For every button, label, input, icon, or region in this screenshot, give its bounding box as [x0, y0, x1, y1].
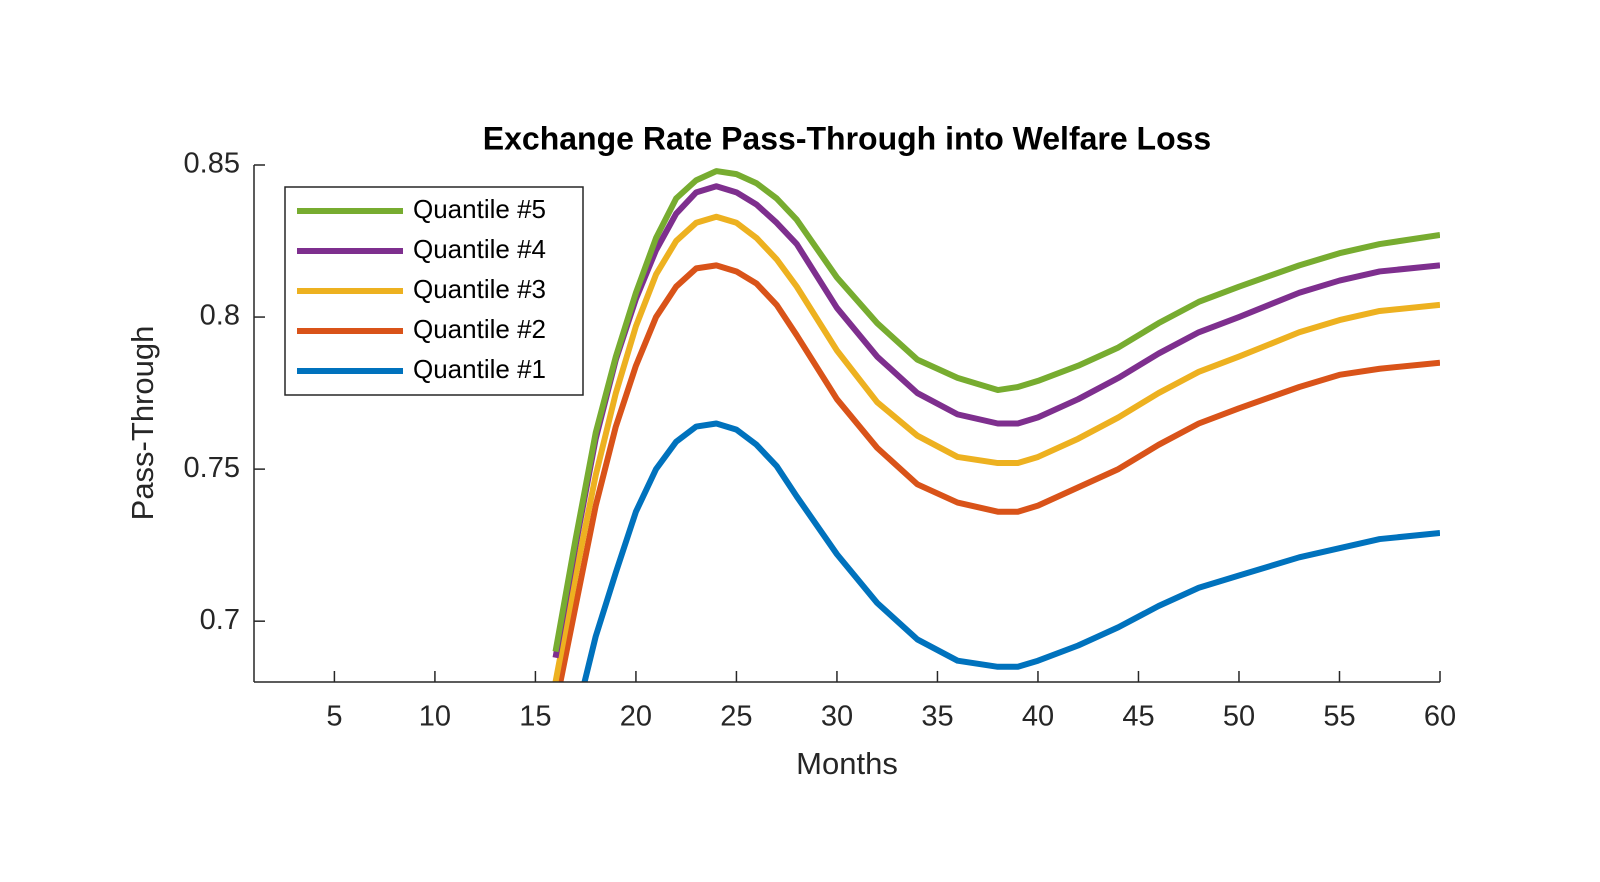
series-line	[556, 171, 1440, 652]
x-tick-label: 10	[419, 701, 451, 733]
x-tick-label: 30	[821, 701, 853, 733]
series-line	[556, 217, 1440, 682]
series-line	[556, 186, 1440, 657]
x-tick-label: 55	[1323, 701, 1355, 733]
legend-label: Quantile #3	[413, 274, 546, 304]
legend-label: Quantile #1	[413, 354, 546, 384]
y-tick-label: 0.8	[200, 300, 240, 332]
y-tick-label: 0.7	[200, 604, 240, 636]
series-line	[556, 424, 1440, 804]
x-tick-label: 60	[1424, 701, 1456, 733]
y-tick-label: 0.75	[184, 452, 240, 484]
y-axis-label: Pass-Through	[125, 326, 160, 521]
x-tick-label: 5	[326, 701, 342, 733]
plot-area	[556, 171, 1440, 804]
x-axis-label: Months	[796, 746, 898, 781]
legend-label: Quantile #5	[413, 194, 546, 224]
legend-label: Quantile #2	[413, 314, 546, 344]
x-tick-label: 15	[519, 701, 551, 733]
x-tick-label: 50	[1223, 701, 1255, 733]
chart-title: Exchange Rate Pass-Through into Welfare …	[483, 120, 1211, 156]
x-tick-label: 40	[1022, 701, 1054, 733]
legend-label: Quantile #4	[413, 234, 546, 264]
x-tick-label: 25	[720, 701, 752, 733]
x-tick-label: 35	[921, 701, 953, 733]
x-tick-label: 45	[1122, 701, 1154, 733]
y-tick-label: 0.85	[184, 148, 240, 180]
x-tick-label: 20	[620, 701, 652, 733]
